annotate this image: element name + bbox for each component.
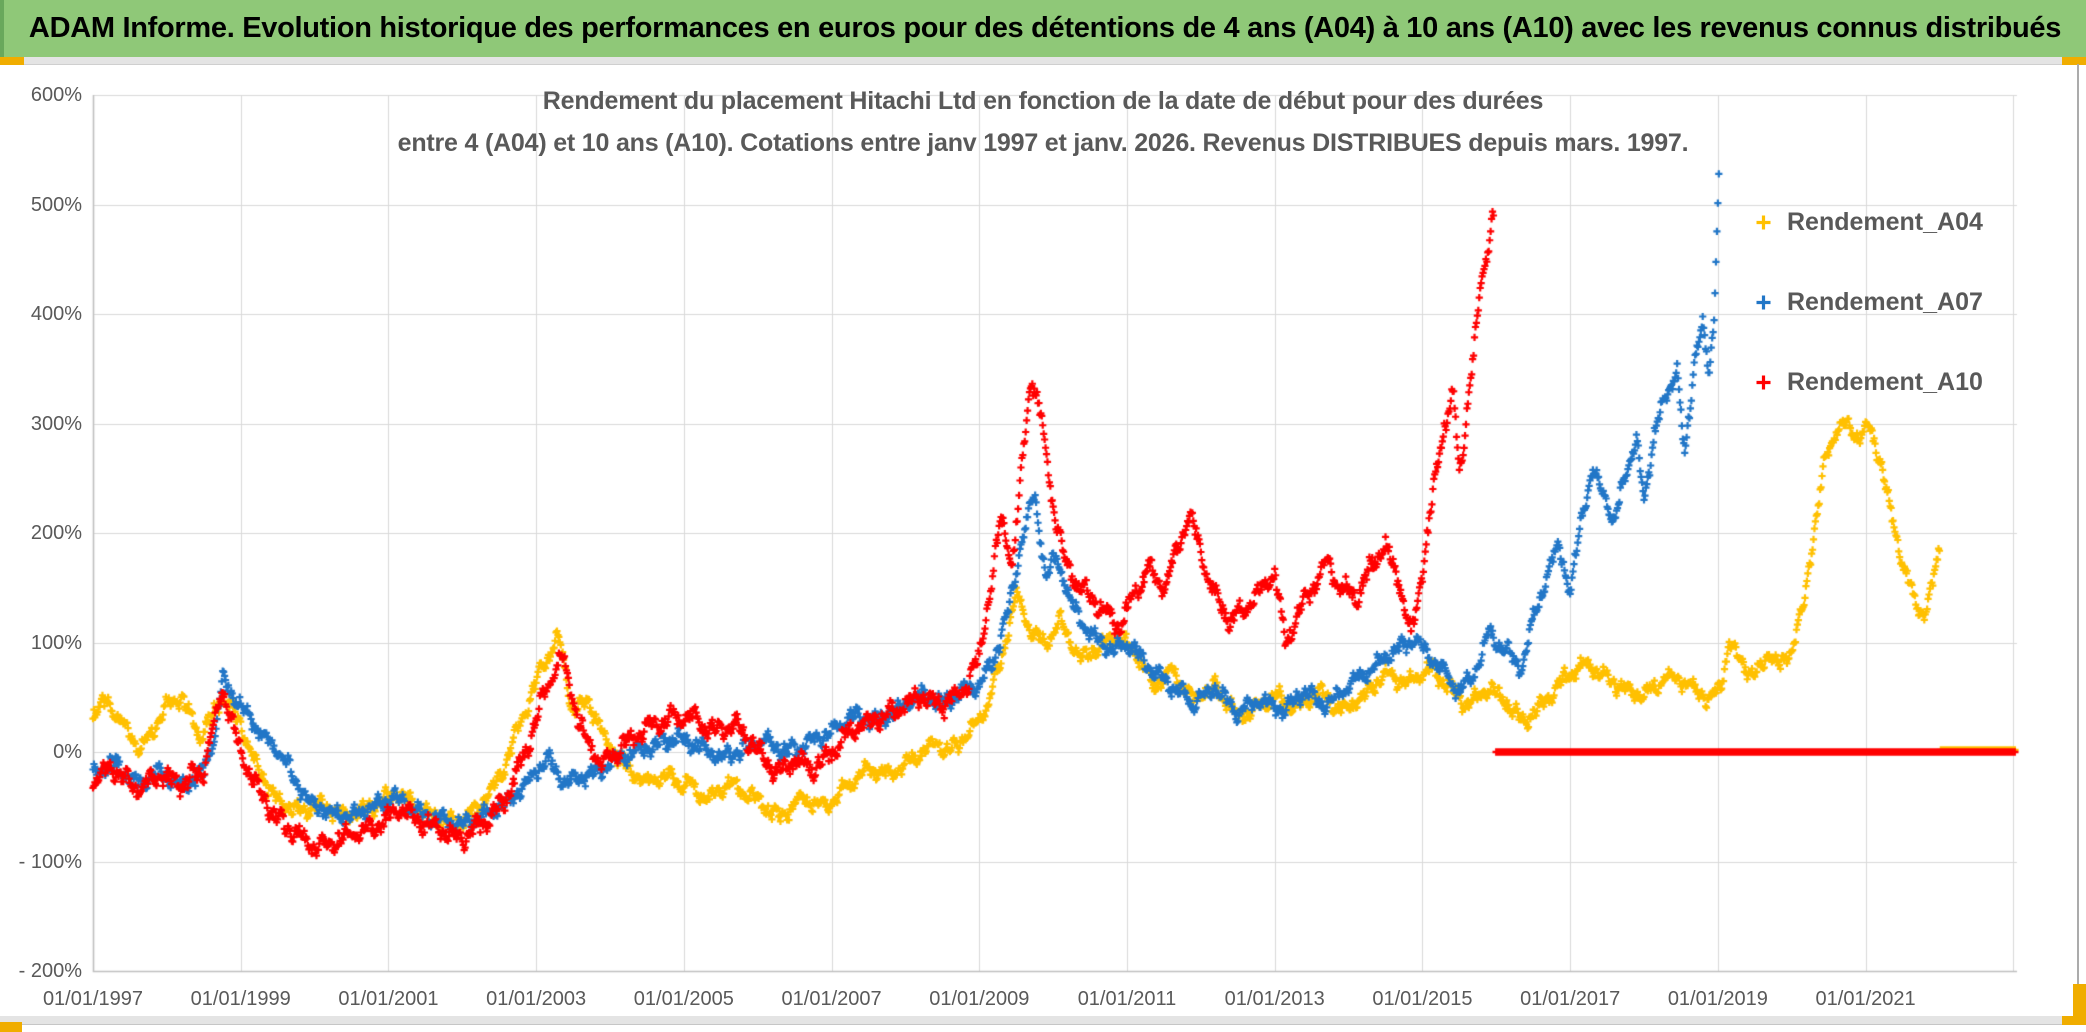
x-axis-tick: 01/01/2001: [338, 988, 439, 1010]
x-axis-tick: 01/01/2011: [1077, 988, 1177, 1010]
y-axis-tick: 100%: [30, 631, 82, 654]
x-axis-tick: 01/01/2021: [1815, 988, 1916, 1010]
chart-frame-border: [2077, 64, 2079, 985]
x-axis-tick: 01/01/2007: [781, 988, 882, 1010]
plus-marker-icon: [1756, 215, 1771, 229]
x-axis-tick: 01/01/2013: [1224, 988, 1325, 1010]
y-axis-tick: 500%: [30, 193, 82, 216]
x-axis-tick: 01/01/2017: [1520, 988, 1621, 1010]
corner-accent-vertical: [2073, 984, 2086, 1025]
y-axis-tick: 300%: [30, 412, 82, 435]
x-axis-tick: 01/01/2015: [1372, 988, 1473, 1010]
x-axis-tick: 01/01/1999: [190, 988, 291, 1010]
x-axis-tick: 01/01/2003: [486, 988, 587, 1010]
legend-item-label: Rendement_A07: [1787, 287, 1983, 316]
y-axis-tick: - 100%: [18, 850, 82, 873]
chart-title-line2: entre 4 (A04) et 10 ans (A10). Cotations…: [397, 129, 1689, 157]
bottom-divider-accent-left: [0, 1022, 22, 1032]
chart-legend: Rendement_A04 Rendement_A07 Rendement_A10: [1755, 203, 1983, 443]
y-axis-tick: 200%: [30, 522, 82, 544]
plus-marker-icon: [1756, 375, 1771, 389]
y-axis-tick: - 200%: [18, 960, 82, 982]
y-axis-tick: 400%: [30, 303, 82, 325]
x-axis-tick: 01/01/1997: [42, 988, 144, 1010]
chart-title-line1: Rendement du placement Hitachi Ltd en fo…: [542, 87, 1544, 115]
x-axis-tick: 01/01/2019: [1667, 988, 1768, 1010]
y-axis-tick: 600%: [30, 84, 82, 106]
x-axis-tick: 01/01/2005: [633, 988, 734, 1010]
chart-title: Rendement du placement Hitachi Ltd en fo…: [0, 80, 2086, 164]
legend-item[interactable]: Rendement_A04: [1755, 203, 1983, 241]
bottom-divider: [0, 1016, 2086, 1025]
legend-item-label: Rendement_A04: [1787, 207, 1983, 236]
legend-item[interactable]: Rendement_A07: [1755, 283, 1983, 321]
legend-item[interactable]: Rendement_A10: [1755, 363, 1983, 401]
x-axis-tick: 01/01/2009: [929, 988, 1030, 1010]
y-axis-tick: 0%: [53, 741, 82, 763]
plus-marker-icon: [1756, 295, 1771, 309]
legend-item-label: Rendement_A10: [1787, 367, 1983, 396]
